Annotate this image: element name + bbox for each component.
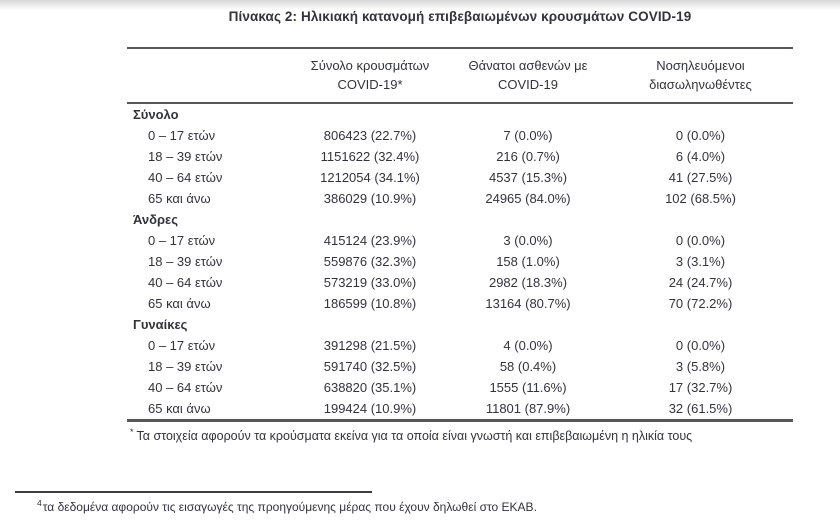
- age-label: 18 – 39 ετών: [148, 254, 223, 269]
- age-label: 65 και άνω: [148, 191, 211, 206]
- page-footnote: 4τα δεδομένα αφορούν τις εισαγωγές της π…: [37, 498, 537, 514]
- header-empty: [127, 48, 292, 104]
- deaths-value: 158 (1.0%): [496, 254, 560, 269]
- header-total-cases-line2: COVID-19*: [337, 77, 403, 92]
- covid-age-distribution-table: Σύνολο κρουσμάτων COVID-19* Θάνατοι ασθε…: [127, 47, 793, 422]
- page-footnote-divider: [15, 491, 372, 493]
- deaths-value: 11801 (87.9%): [485, 401, 571, 416]
- deaths-value: 4 (0.0%): [503, 338, 553, 353]
- header-intubated-line1: Νοσηλευόμενοι: [656, 58, 745, 73]
- cases-value: 199424 (10.9%): [323, 401, 417, 416]
- intubated-value: 6 (4.0%): [675, 149, 726, 164]
- page-footnote-marker: 4: [37, 498, 42, 508]
- intubated-value: 3 (3.1%): [675, 254, 726, 269]
- cases-value: 415124 (23.9%): [323, 233, 417, 248]
- header-deaths: Θάνατοι ασθενών με COVID-19: [448, 48, 608, 104]
- cases-value: 1212054 (34.1%): [320, 170, 420, 185]
- section-row: Άνδρες: [127, 209, 793, 230]
- table-row: 65 και άνω 186599 (10.8%) 13164 (80.7%) 70 …: [127, 293, 793, 314]
- cases-value: 591740 (32.5%): [323, 359, 417, 374]
- table-row: 40 – 64 ετών 573219 (33.0%) 2982 (18.3%) 24…: [127, 272, 793, 293]
- intubated-value: 70 (72.2%): [668, 296, 733, 311]
- header-deaths-line2: COVID-19: [498, 77, 558, 92]
- intubated-value: 0 (0.0%): [675, 128, 726, 143]
- section-label: Γυναίκες: [133, 317, 188, 332]
- header-row: Σύνολο κρουσμάτων COVID-19* Θάνατοι ασθε…: [127, 48, 793, 104]
- intubated-value: 102 (68.5%): [665, 191, 736, 206]
- table-row: 0 – 17 ετών 415124 (23.9%) 3 (0.0%) 0 (0.0%…: [127, 230, 793, 251]
- deaths-value: 1555 (11.6%): [489, 380, 567, 395]
- section-row: Σύνολο: [127, 103, 793, 125]
- table-title: Πίνακας 2: Ηλικιακή κατανομή επιβεβαιωμέ…: [228, 9, 692, 24]
- header-intubated-line2: διασωληνωθέντες: [649, 77, 752, 92]
- page-footnote-text: τα δεδομένα αφορούν τις εισαγωγές της πρ…: [42, 500, 537, 514]
- section-label: Σύνολο: [133, 107, 179, 122]
- age-label: 40 – 64 ετών: [148, 170, 223, 185]
- age-label: 65 και άνω: [148, 401, 211, 416]
- table-row: 18 – 39 ετών 1151622 (32.4%) 216 (0.7%) 6 (…: [127, 146, 793, 167]
- header-intubated: Νοσηλευόμενοι διασωληνωθέντες: [608, 48, 793, 104]
- cases-value: 559876 (32.3%): [323, 254, 417, 269]
- header-total-cases-line1: Σύνολο κρουσμάτων: [310, 58, 430, 73]
- deaths-value: 7 (0.0%): [503, 128, 553, 143]
- table-row: 65 και άνω 386029 (10.9%) 24965 (84.0%) 102…: [127, 188, 793, 209]
- age-label: 40 – 64 ετών: [148, 380, 223, 395]
- deaths-value: 4537 (15.3%): [488, 170, 568, 185]
- cases-value: 186599 (10.8%): [323, 296, 417, 311]
- table-footnote-marker: *: [130, 427, 134, 437]
- age-label: 0 – 17 ετών: [148, 338, 216, 353]
- deaths-value: 3 (0.0%): [503, 233, 553, 248]
- table-footnote-text: Τα στοιχεία αφορούν τα κρούσματα εκείνα …: [136, 429, 693, 444]
- intubated-value: 3 (5.8%): [675, 359, 726, 374]
- deaths-value: 216 (0.7%): [496, 149, 560, 164]
- table-row: 0 – 17 ετών 806423 (22.7%) 7 (0.0%) 0 (0.0%…: [127, 125, 793, 146]
- section-label: Άνδρες: [133, 212, 178, 227]
- age-label: 18 – 39 ετών: [148, 359, 223, 374]
- table-row: 40 – 64 ετών 638820 (35.1%) 1555 (11.6%) 17…: [127, 377, 793, 398]
- age-label: 65 και άνω: [148, 296, 211, 311]
- age-label: 18 – 39 ετών: [148, 149, 223, 164]
- intubated-value: 0 (0.0%): [675, 233, 726, 248]
- intubated-value: 41 (27.5%): [668, 170, 733, 185]
- age-label: 0 – 17 ετών: [148, 128, 216, 143]
- table-row: 65 και άνω 199424 (10.9%) 11801 (87.9%) 32 …: [127, 398, 793, 421]
- cases-value: 386029 (10.9%): [323, 191, 417, 206]
- deaths-value: 13164 (80.7%): [485, 296, 571, 311]
- intubated-value: 32 (61.5%): [668, 401, 733, 416]
- table-row: 0 – 17 ετών 391298 (21.5%) 4 (0.0%) 0 (0.0%…: [127, 335, 793, 356]
- table-row: 40 – 64 ετών 1212054 (34.1%) 4537 (15.3%) 4…: [127, 167, 793, 188]
- section-row: Γυναίκες: [127, 314, 793, 335]
- deaths-value: 2982 (18.3%): [488, 275, 568, 290]
- table-footnote: * Τα στοιχεία αφορούν τα κρούσματα εκείνα…: [130, 427, 692, 443]
- header-deaths-line1: Θάνατοι ασθενών με: [468, 58, 588, 73]
- deaths-value: 58 (0.4%): [499, 359, 557, 374]
- cases-value: 1151622 (32.4%): [320, 149, 420, 164]
- top-gradient-band: [0, 0, 840, 10]
- table-row: 18 – 39 ετών 559876 (32.3%) 158 (1.0%) 3 (3…: [127, 251, 793, 272]
- intubated-value: 24 (24.7%): [668, 275, 733, 290]
- intubated-value: 0 (0.0%): [675, 338, 726, 353]
- cases-value: 573219 (33.0%): [323, 275, 417, 290]
- table-row: 18 – 39 ετών 591740 (32.5%) 58 (0.4%) 3 (5.…: [127, 356, 793, 377]
- age-label: 40 – 64 ετών: [148, 275, 223, 290]
- age-label: 0 – 17 ετών: [148, 233, 216, 248]
- deaths-value: 24965 (84.0%): [485, 191, 571, 206]
- cases-value: 638820 (35.1%): [323, 380, 417, 395]
- intubated-value: 17 (32.7%): [668, 380, 733, 395]
- cases-value: 391298 (21.5%): [323, 338, 417, 353]
- cases-value: 806423 (22.7%): [323, 128, 417, 143]
- header-total-cases: Σύνολο κρουσμάτων COVID-19*: [292, 48, 448, 104]
